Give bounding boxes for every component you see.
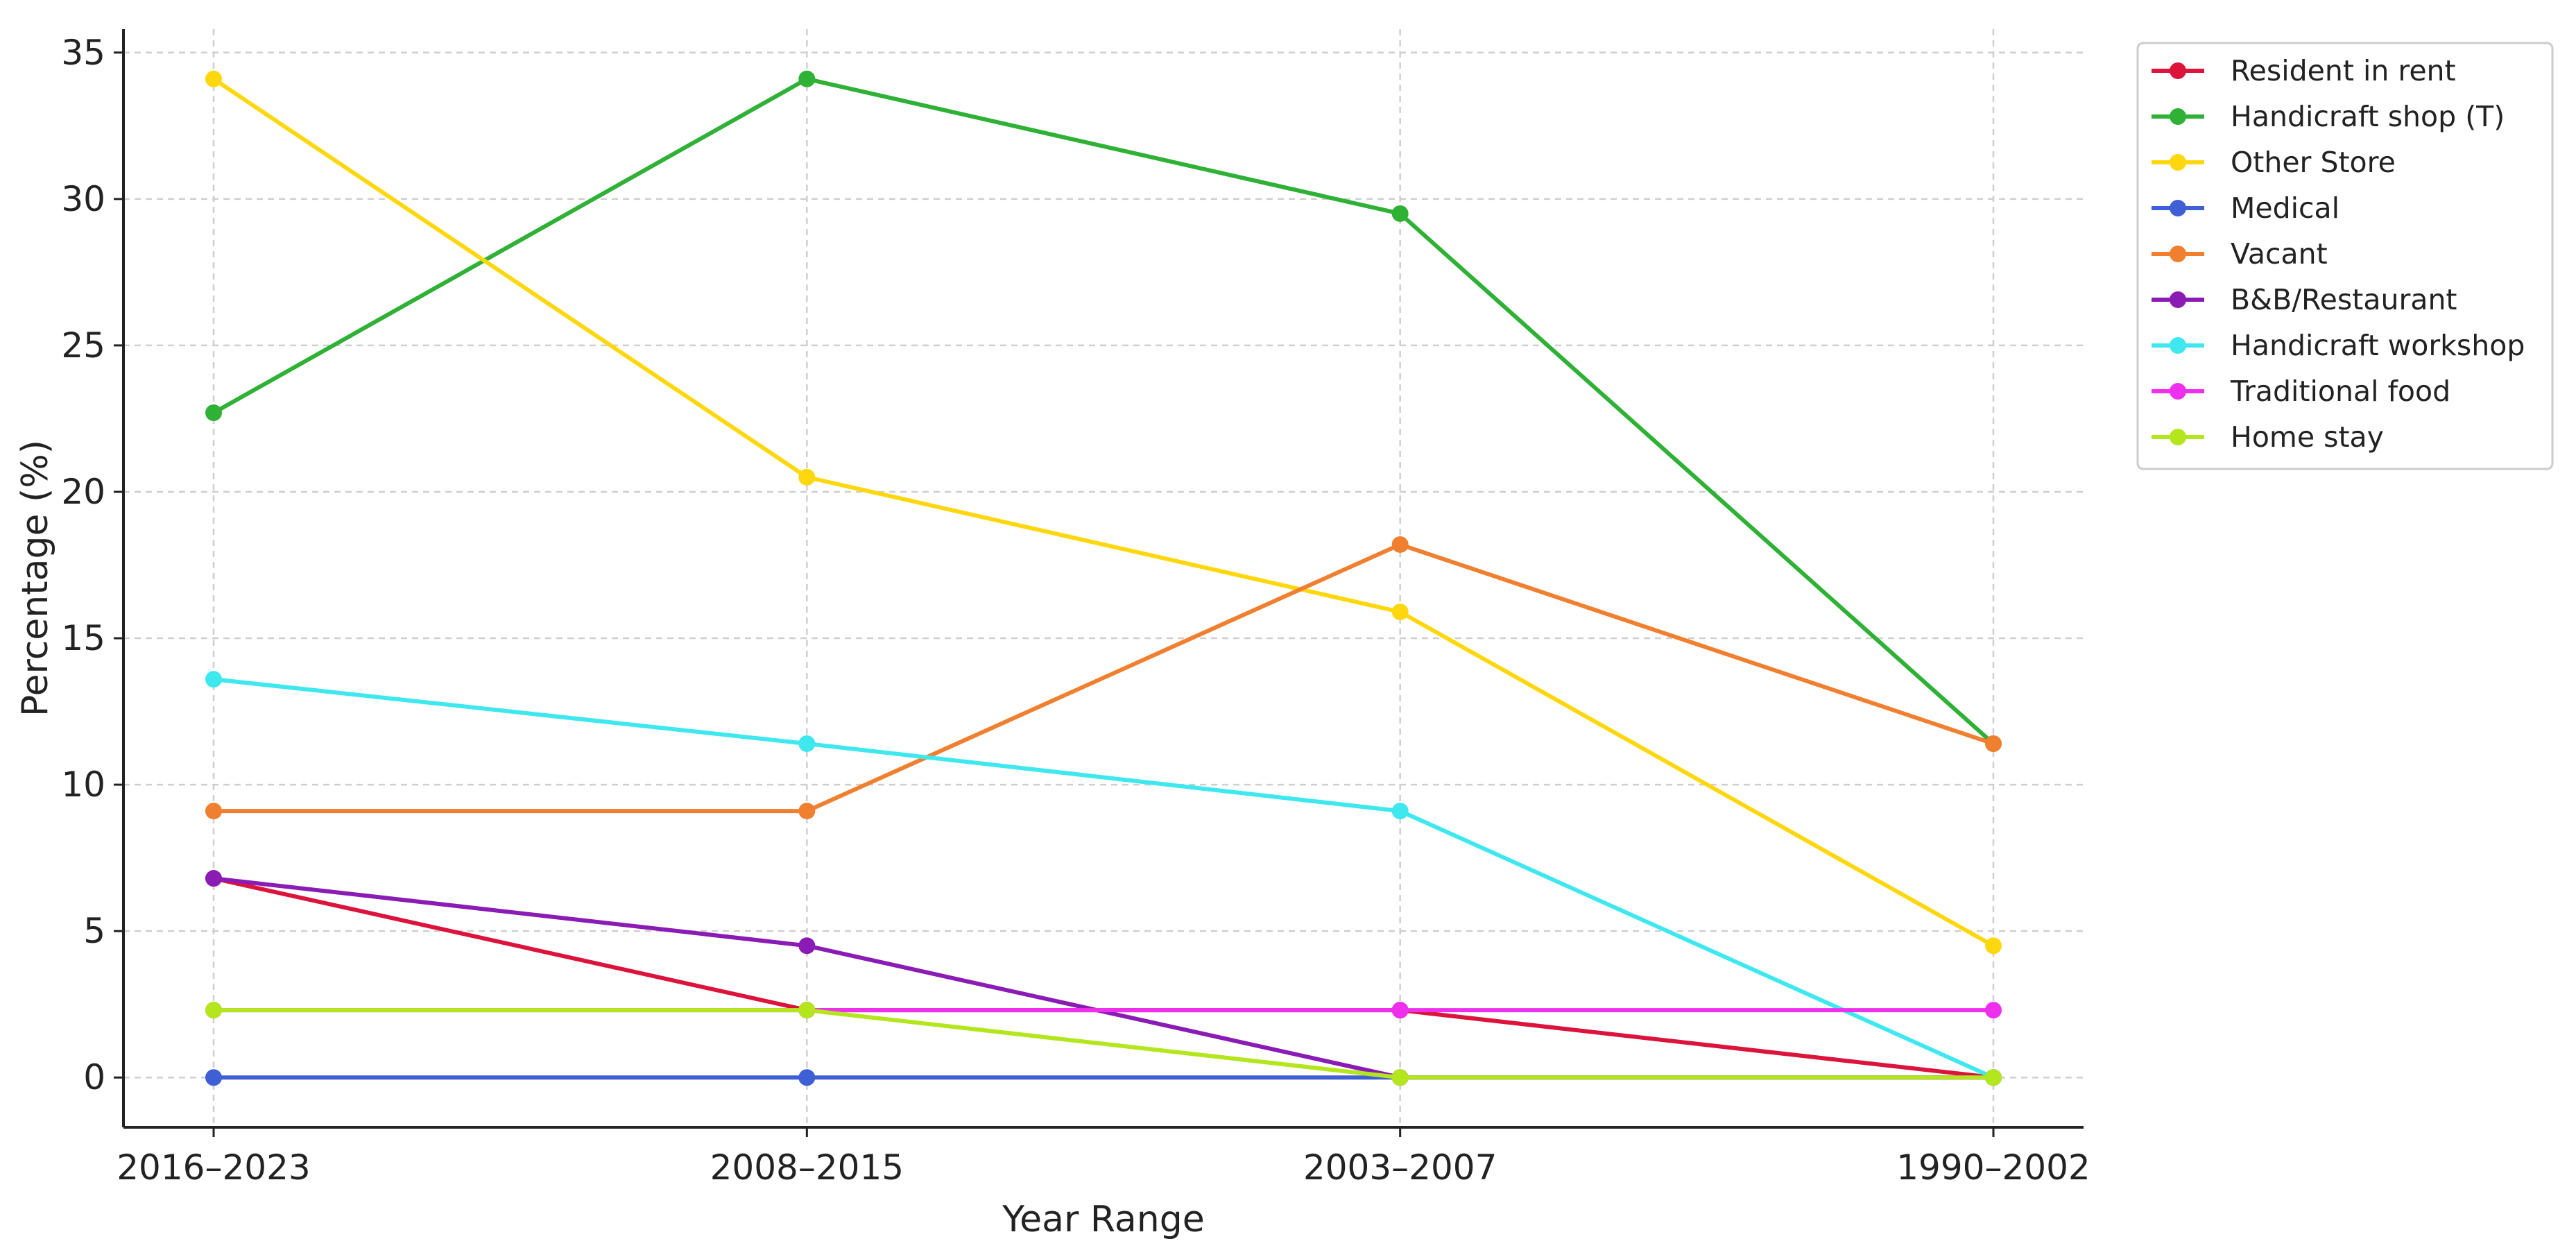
y-tick-label: 25: [61, 325, 105, 366]
data-point: [205, 870, 222, 887]
y-tick-label: 20: [61, 472, 105, 512]
legend-item: Resident in rent: [2152, 54, 2456, 87]
x-axis-title: Year Range: [1002, 1199, 1204, 1240]
data-point: [1985, 1069, 2002, 1086]
x-tick-label: 2008–2015: [710, 1147, 904, 1188]
data-point: [798, 468, 816, 486]
legend-item: B&B/Restaurant: [2152, 283, 2457, 316]
series-line: [212, 76, 1995, 746]
data-point: [1391, 1002, 1409, 1019]
legend-label: Other Store: [2231, 146, 2396, 179]
data-point: [205, 803, 222, 820]
legend-item: Vacant: [2152, 237, 2328, 271]
legend-swatch-marker: [2170, 291, 2186, 308]
legend-item: Other Store: [2152, 146, 2396, 179]
data-point: [1985, 937, 2002, 955]
legend-item: Medical: [2152, 191, 2339, 225]
legend-label: Vacant: [2231, 237, 2328, 271]
series-5: [205, 870, 2002, 1086]
data-point: [1391, 604, 1409, 621]
legend-swatch-marker: [2170, 62, 2186, 79]
legend-item: Handicraft workshop: [2152, 329, 2525, 362]
x-tick-label: 2016–2023: [117, 1147, 311, 1188]
legend-item: Home stay: [2152, 420, 2384, 454]
data-point: [205, 671, 222, 688]
legend-item: Traditional food: [2152, 375, 2450, 408]
data-point: [205, 404, 222, 421]
legend-items: Resident in rent Handicraft shop (T) Other…: [2152, 54, 2525, 454]
legend-label: Handicraft shop (T): [2231, 100, 2505, 133]
legend-swatch-marker: [2170, 337, 2186, 354]
legend: Resident in rent Handicraft shop (T) Other…: [2136, 42, 2554, 470]
series-line: [214, 1008, 1993, 1080]
data-point: [798, 1002, 816, 1019]
x-tick-label: 2003–2007: [1303, 1147, 1497, 1188]
series-line: [213, 677, 1995, 1079]
legend-swatch-marker: [2170, 246, 2186, 262]
series-line: [212, 77, 1995, 948]
series-line: [214, 542, 1994, 814]
y-axis-title: Percentage (%): [15, 440, 56, 717]
series-8: [205, 1002, 2002, 1086]
data-point: [798, 803, 816, 820]
legend-label: Home stay: [2231, 420, 2384, 454]
data-point: [798, 937, 816, 955]
series-1: [205, 70, 2002, 753]
x-tick-label: 1990–2002: [1896, 1147, 2090, 1188]
y-tick-label: 10: [61, 764, 105, 805]
y-tick-label: 15: [61, 618, 105, 658]
data-point: [1391, 536, 1409, 553]
series-0: [205, 870, 2002, 1086]
data-point: [798, 1069, 816, 1086]
data-point: [1391, 205, 1409, 222]
series: [205, 70, 2002, 1086]
legend-label: Medical: [2231, 191, 2339, 225]
legend-item: Handicraft shop (T): [2152, 100, 2505, 133]
legend-label: B&B/Restaurant: [2231, 283, 2457, 316]
y-ticks: 0 5 10 15 20 25 30 35: [61, 33, 123, 1097]
data-point: [1985, 1002, 2002, 1019]
legend-swatch-marker: [2170, 154, 2186, 171]
y-tick-label: 5: [83, 911, 105, 951]
legend-swatch-marker: [2170, 429, 2186, 445]
grid: [123, 29, 2084, 1127]
legend-swatch-marker: [2170, 383, 2186, 400]
series-6: [205, 671, 2002, 1086]
legend-label: Resident in rent: [2231, 54, 2456, 87]
series-2: [205, 70, 2002, 955]
y-tick-label: 30: [61, 179, 105, 219]
x-ticks: 2016–2023 2008–2015 2003–2007 1990–2002: [117, 1127, 2090, 1188]
y-tick-label: 35: [61, 33, 105, 73]
legend-label: Traditional food: [2230, 375, 2450, 408]
axes: [122, 29, 2084, 1129]
legend-swatch-marker: [2170, 108, 2186, 125]
data-point: [1985, 735, 2002, 753]
series-4: [205, 536, 2002, 820]
legend-swatch-marker: [2170, 200, 2186, 216]
legend-box: [2136, 42, 2554, 470]
data-point: [1391, 1069, 1409, 1086]
data-point: [798, 735, 816, 753]
legend-label: Handicraft workshop: [2231, 329, 2525, 362]
data-point: [1391, 803, 1409, 820]
data-point: [205, 1069, 222, 1086]
data-point: [205, 70, 222, 87]
data-point: [205, 1002, 222, 1019]
y-tick-label: 0: [83, 1057, 105, 1097]
data-point: [798, 70, 816, 87]
